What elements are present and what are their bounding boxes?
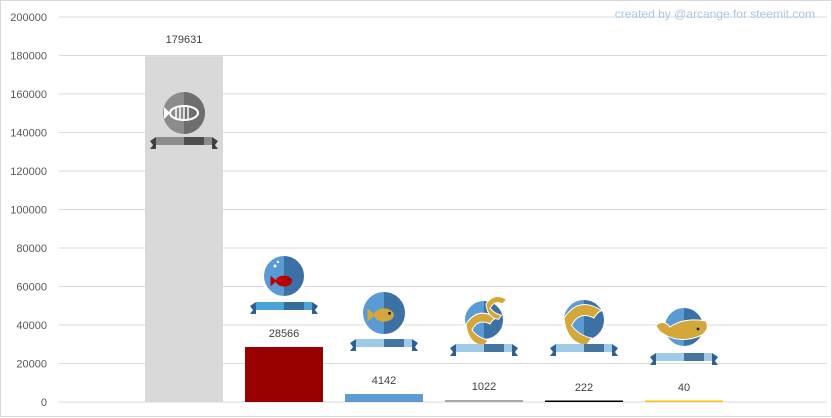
bar: [245, 347, 323, 402]
bars: [145, 56, 723, 402]
y-tick-label: 20000: [16, 359, 47, 371]
data-label: 179631: [166, 34, 203, 46]
data-label: 28566: [269, 328, 300, 340]
bar: [545, 400, 623, 402]
minnow-icon: [350, 290, 418, 351]
y-tick-label: 100000: [10, 205, 47, 217]
data-label: 222: [575, 382, 593, 394]
y-tick-label: 140000: [10, 128, 47, 140]
dolphin-icon: [450, 295, 518, 356]
watermark: created by @arcange for steemit.com: [614, 7, 815, 21]
dead-fish-icon: [150, 92, 218, 149]
y-axis-ticks: 0 20000 40000 60000 80000 100000 120000 140000 1…: [10, 12, 47, 409]
y-tick-label: 0: [41, 397, 47, 409]
y-tick-label: 60000: [16, 282, 47, 294]
y-tick-label: 120000: [10, 166, 47, 178]
y-tick-label: 180000: [10, 51, 47, 63]
y-tick-label: 160000: [10, 89, 47, 101]
data-labels: 179631 28566 4142 1022 222 40: [166, 34, 690, 394]
bar: [445, 400, 523, 402]
orca-icon: [550, 298, 618, 356]
data-label: 4142: [372, 375, 396, 387]
y-tick-label: 80000: [16, 243, 47, 255]
rank-icons: [150, 92, 718, 365]
redfish-icon: [250, 254, 318, 314]
data-label: 40: [678, 382, 690, 394]
y-tick-label: 40000: [16, 320, 47, 332]
bar: [345, 394, 423, 402]
y-tick-label: 200000: [10, 12, 47, 24]
bar: [645, 400, 723, 402]
whale-icon: [650, 306, 718, 365]
data-label: 1022: [472, 381, 496, 393]
